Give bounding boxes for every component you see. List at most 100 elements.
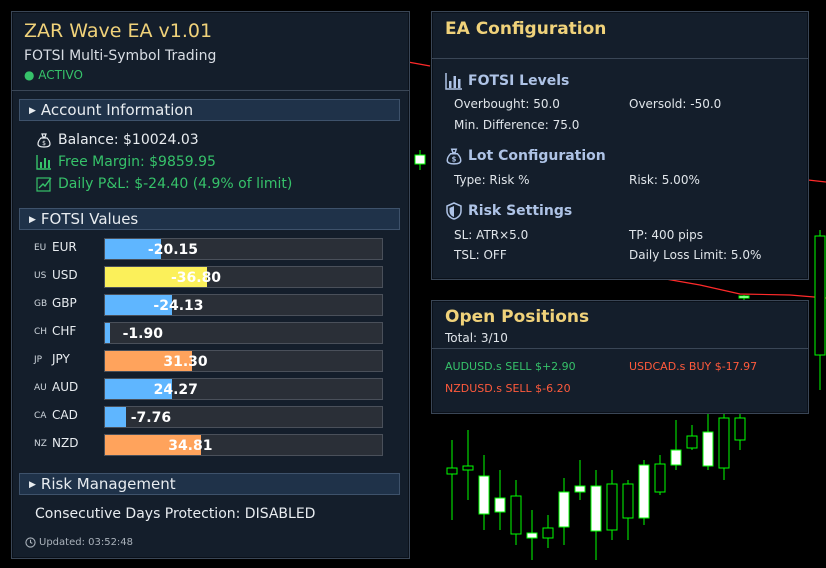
free-margin-text: Free Margin: $9859.95 — [58, 154, 216, 170]
fotsi-bar-track: 24.27 — [104, 378, 383, 400]
candle-body — [590, 485, 602, 532]
country-code: GB — [34, 299, 48, 309]
indicator-line — [407, 61, 431, 67]
account-section-header[interactable]: ▶ Account Information — [19, 99, 400, 121]
country-code: NZ — [34, 439, 47, 449]
ea-subtitle: FOTSI Multi-Symbol Trading — [24, 48, 217, 64]
candle-body — [414, 154, 426, 165]
indicator-line — [807, 179, 826, 183]
position-item[interactable]: USDCAD.s BUY $-17.97 — [629, 360, 758, 373]
bar-chart-icon — [445, 72, 463, 90]
fotsi-bar-fill — [105, 407, 127, 427]
currency-label: EUR — [52, 240, 77, 254]
config-title: EA Configuration — [445, 19, 607, 39]
checkbox-trend-icon — [35, 175, 53, 193]
fotsi-value: -24.13 — [153, 298, 204, 314]
currency-label: JPY — [52, 352, 70, 366]
config-panel: EA Configuration FOTSI Levels Overbought… — [431, 11, 809, 280]
fotsi-bar-fill — [105, 323, 111, 343]
country-code: CH — [34, 327, 48, 337]
fotsi-bar-track: -1.90 — [104, 322, 383, 344]
risk-percent-value: Risk: 5.00% — [629, 173, 700, 187]
config-divider — [432, 58, 808, 59]
candle-body — [670, 449, 682, 466]
candle-body — [494, 497, 506, 513]
status-badge: ● ACTIVO — [24, 68, 83, 82]
shield-icon — [445, 202, 463, 220]
updated-text: Updated: 03:52:48 — [39, 537, 134, 548]
fotsi-bar-track: 34.81 — [104, 434, 383, 456]
clock-icon — [25, 537, 36, 548]
fotsi-value: 34.81 — [168, 438, 213, 454]
fotsi-row-eur: EU EUR -20.15 — [12, 237, 409, 261]
balance-text: Balance: $10024.03 — [58, 132, 199, 148]
protection-status: Consecutive Days Protection: DISABLED — [35, 506, 316, 522]
candle-body — [622, 483, 634, 519]
risk-settings-label: Risk Settings — [468, 203, 573, 219]
positions-total: Total: 3/10 — [445, 331, 508, 345]
min-difference-value: Min. Difference: 75.0 — [454, 118, 580, 132]
fotsi-levels-header: FOTSI Levels — [445, 72, 569, 90]
candle-body — [702, 431, 714, 467]
indicator-line — [659, 277, 826, 299]
currency-label: CHF — [52, 324, 77, 338]
tsl-value: TSL: OFF — [454, 248, 507, 262]
triangle-right-icon: ▶ — [29, 106, 36, 116]
ea-title: ZAR Wave EA v1.01 — [24, 20, 213, 42]
fotsi-value: -7.76 — [130, 410, 172, 426]
fotsi-section-label: FOTSI Values — [40, 210, 139, 228]
tp-value: TP: 400 pips — [629, 228, 703, 242]
fotsi-row-chf: CH CHF -1.90 — [12, 321, 409, 345]
svg-text:$: $ — [42, 140, 46, 147]
fotsi-bar-track: -24.13 — [104, 294, 383, 316]
candle-body — [574, 485, 586, 493]
fotsi-value: -20.15 — [147, 242, 198, 258]
daily-loss-limit-value: Daily Loss Limit: 5.0% — [629, 248, 762, 262]
fotsi-bar-track: 31.30 — [104, 350, 383, 372]
account-section-label: Account Information — [40, 101, 194, 119]
lot-type-value: Type: Risk % — [454, 173, 530, 187]
position-item[interactable]: NZDUSD.s SELL $-6.20 — [445, 382, 571, 395]
fotsi-value: -36.80 — [170, 270, 222, 286]
fotsi-row-gbp: GB GBP -24.13 — [12, 293, 409, 317]
currency-label: GBP — [52, 296, 77, 310]
fotsi-row-cad: CA CAD -7.76 — [12, 405, 409, 429]
fotsi-levels-label: FOTSI Levels — [468, 73, 570, 89]
positions-title: Open Positions — [445, 307, 590, 327]
fotsi-bar-track: -7.76 — [104, 406, 383, 428]
positions-panel: Open Positions Total: 3/10 AUDUSD.s SELL… — [431, 300, 809, 414]
candle-body — [558, 491, 570, 528]
lot-config-header: $ Lot Configuration — [445, 147, 606, 165]
candle-body — [638, 464, 650, 519]
fotsi-bar-fill — [105, 435, 202, 455]
oversold-value: Oversold: -50.0 — [629, 97, 722, 111]
risk-section-header[interactable]: ▶ Risk Management — [19, 473, 400, 495]
fotsi-bar-track: -36.80 — [104, 266, 383, 288]
fotsi-bar-fill — [105, 295, 172, 315]
fotsi-section-header[interactable]: ▶ FOTSI Values — [19, 208, 400, 230]
fotsi-bar-fill — [105, 379, 173, 399]
balance-line: $ Balance: $10024.03 — [35, 131, 199, 149]
triangle-right-icon: ▶ — [29, 480, 36, 490]
risk-section-label: Risk Management — [40, 475, 176, 493]
dashboard-panel: ZAR Wave EA v1.01 FOTSI Multi-Symbol Tra… — [11, 11, 410, 559]
candle-body — [814, 235, 826, 356]
candle-body — [734, 417, 746, 441]
fotsi-row-nzd: NZ NZD 34.81 — [12, 433, 409, 457]
country-code: US — [34, 271, 47, 281]
candle-body — [606, 483, 618, 531]
fotsi-row-jpy: JP JPY 31.30 — [12, 349, 409, 373]
position-item[interactable]: AUDUSD.s SELL $+2.90 — [445, 360, 576, 373]
country-code: CA — [34, 411, 47, 421]
money-bag-icon: $ — [445, 147, 463, 165]
daily-pnl-text: Daily P&L: $-24.40 (4.9% of limit) — [58, 176, 293, 192]
fotsi-bar-track: -20.15 — [104, 238, 383, 260]
fotsi-value: 31.30 — [163, 354, 208, 370]
candle-body — [542, 527, 554, 539]
candle-body — [526, 532, 538, 539]
daily-pnl-line: Daily P&L: $-24.40 (4.9% of limit) — [35, 175, 292, 193]
currency-label: AUD — [52, 380, 79, 394]
fotsi-value: -1.90 — [122, 326, 163, 342]
updated-timestamp: Updated: 03:52:48 — [25, 537, 133, 548]
triangle-right-icon: ▶ — [29, 215, 36, 225]
